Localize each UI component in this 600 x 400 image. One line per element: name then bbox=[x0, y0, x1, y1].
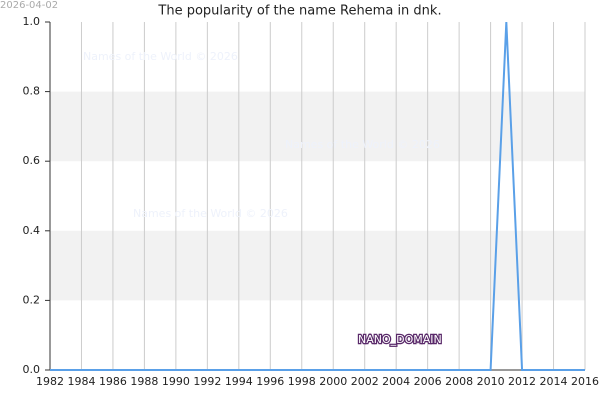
grid-band bbox=[50, 91, 585, 162]
x-tick-label: 2006 bbox=[414, 375, 442, 388]
x-tick-label: 1982 bbox=[36, 375, 64, 388]
x-tick-label: 2012 bbox=[508, 375, 536, 388]
y-tick-label: 0.0 bbox=[23, 363, 41, 376]
domain-label: NANO_DOMAIN bbox=[358, 333, 442, 346]
grid-band bbox=[50, 230, 585, 301]
x-tick-label: 1990 bbox=[162, 375, 190, 388]
y-tick-label: 0.6 bbox=[23, 154, 41, 167]
y-tick-label: 0.4 bbox=[23, 224, 41, 237]
x-tick-label: 2000 bbox=[319, 375, 347, 388]
x-tick-label: 2010 bbox=[477, 375, 505, 388]
x-tick-label: 2004 bbox=[382, 375, 410, 388]
x-tick-label: 1988 bbox=[130, 375, 158, 388]
watermark: Names of the World © 2026 bbox=[83, 50, 238, 63]
x-tick-label: 1996 bbox=[256, 375, 284, 388]
x-tick-label: 1994 bbox=[225, 375, 253, 388]
x-tick-label: 1986 bbox=[99, 375, 127, 388]
x-tick-label: 2014 bbox=[540, 375, 568, 388]
line bbox=[50, 21, 585, 371]
chart-title: The popularity of the name Rehema in dnk… bbox=[157, 4, 441, 19]
x-tick-label: 1998 bbox=[288, 375, 316, 388]
date-stamp: 2026-04-02 bbox=[0, 0, 58, 11]
x-tick-label: 1992 bbox=[193, 375, 221, 388]
watermark: Names of the World © 2026 bbox=[133, 207, 288, 220]
y-tick-label: 0.2 bbox=[23, 293, 41, 306]
x-tick-label: 1984 bbox=[67, 375, 95, 388]
y-tick-label: 0.8 bbox=[23, 85, 41, 98]
x-tick-label: 2002 bbox=[351, 375, 379, 388]
x-tick-label: 2016 bbox=[571, 375, 599, 388]
y-tick-label: 1.0 bbox=[23, 15, 41, 28]
watermark: Names of the World © 2026 bbox=[285, 138, 440, 151]
x-tick-label: 2008 bbox=[445, 375, 473, 388]
